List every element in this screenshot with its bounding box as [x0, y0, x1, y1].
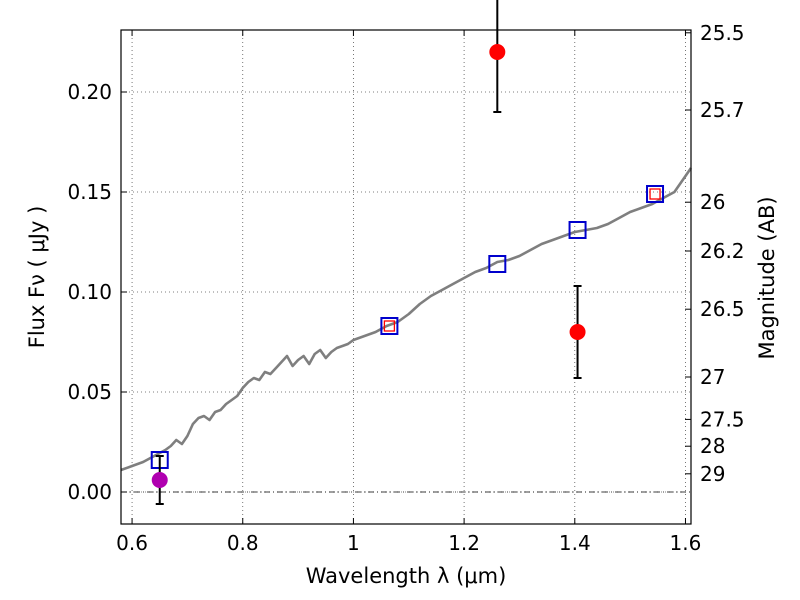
y-axis-right-label: Magnitude (AB) [755, 196, 779, 359]
x-tick-label: 1 [347, 531, 360, 555]
mag-tick-label: 26 [700, 190, 725, 214]
y-axis-label: Flux Fν ( μJy ) [25, 206, 49, 349]
x-axis-label: Wavelength λ (μm) [306, 564, 507, 588]
model-inner-marker [649, 188, 661, 200]
model-inner-marker [383, 320, 396, 332]
model-square-marker [380, 317, 399, 335]
y-tick-label: 0.15 [67, 180, 112, 204]
observed-flux-point [569, 324, 586, 340]
x-tick-label: 0.8 [227, 531, 259, 555]
data-series [120, 0, 693, 505]
x-tick-label: 0.6 [116, 531, 148, 555]
model-square-marker [568, 221, 587, 239]
x-tick-label: 1.6 [670, 531, 702, 555]
mag-tick-label: 26.2 [700, 239, 745, 263]
model-square-marker [646, 185, 665, 203]
y-tick-label: 0.10 [67, 280, 112, 304]
plot-frame [120, 29, 692, 525]
mag-tick-label: 26.5 [700, 297, 745, 321]
mag-tick-label: 27 [700, 365, 725, 389]
mag-tick-label: 25.7 [700, 98, 745, 122]
axis-ticks: 0.6 0.8 1 1.2 1.4 1.6 0.00 0.05 0.10 0.15 0.20 25.5… [67, 21, 744, 555]
mag-tick-label: 28 [700, 434, 725, 458]
y-tick-label: 0.20 [67, 80, 112, 104]
grid [121, 30, 691, 524]
x-tick-label: 1.2 [448, 531, 480, 555]
model-square-marker [488, 255, 507, 273]
x-tick-label: 1.4 [559, 531, 591, 555]
observed-flux-point [151, 472, 168, 488]
y-tick-label: 0.00 [67, 480, 112, 504]
mag-tick-label: 29 [700, 462, 725, 486]
y-tick-label: 0.05 [67, 380, 112, 404]
observed-flux-point [489, 44, 506, 60]
mag-tick-label: 27.5 [700, 407, 745, 431]
mag-tick-label: 25.5 [700, 21, 745, 45]
